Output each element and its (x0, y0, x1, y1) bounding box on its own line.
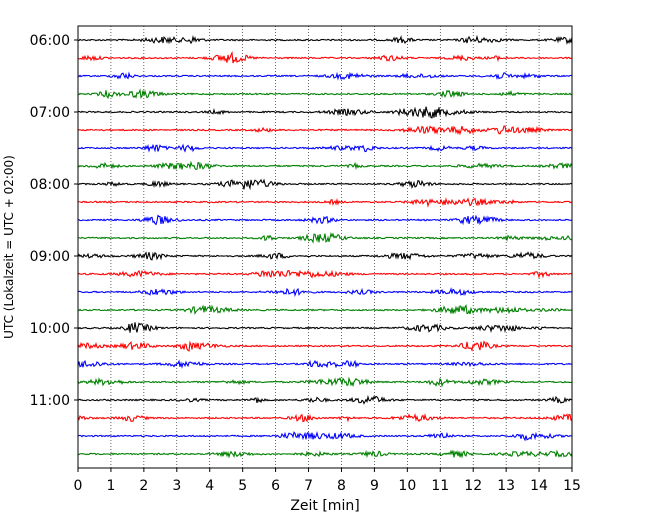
y-tick-label: 06:00 (30, 33, 70, 49)
x-tick-label: 5 (238, 478, 247, 494)
trace-0715 (77, 125, 573, 136)
x-tick-label: 3 (172, 478, 181, 494)
trace-1030 (77, 359, 573, 369)
trace-0730 (77, 143, 573, 153)
x-tick-label: 0 (74, 478, 83, 494)
trace-0800 (77, 178, 573, 191)
y-axis-label: UTC (Lokalzeit = UTC + 02:00) (2, 155, 16, 339)
trace-0630 (77, 71, 573, 81)
y-tick-label: 09:00 (30, 249, 70, 265)
trace-0930 (77, 287, 573, 298)
x-tick-label: 1 (106, 478, 115, 494)
x-tick-label: 9 (370, 478, 379, 494)
y-tick-label: 10:00 (30, 321, 70, 337)
trace-1145 (77, 449, 573, 459)
x-axis-ticks: 0 1 2 3 4 5 6 7 8 9 10 11 12 13 14 15 (74, 468, 581, 494)
trace-0745 (77, 160, 573, 171)
trace-1100 (77, 394, 573, 405)
x-tick-label: 10 (398, 478, 416, 494)
trace-0700 (77, 106, 573, 119)
trace-1045 (77, 376, 573, 388)
x-tick-label: 11 (431, 478, 449, 494)
y-tick-label: 07:00 (30, 105, 70, 121)
trace-0915 (77, 269, 573, 279)
trace-0645 (77, 88, 573, 99)
trace-1015 (77, 340, 573, 352)
x-tick-label: 2 (139, 478, 148, 494)
x-tick-label: 12 (464, 478, 482, 494)
trace-0845 (77, 232, 573, 244)
x-tick-label: 15 (563, 478, 581, 494)
y-tick-label: 08:00 (30, 177, 70, 193)
y-axis-ticks: 06:00 07:00 08:00 09:00 10:00 11:00 (30, 33, 78, 409)
trace-1000 (77, 322, 573, 334)
x-tick-label: 7 (304, 478, 313, 494)
x-tick-label: 4 (205, 478, 214, 494)
x-tick-label: 14 (530, 478, 548, 494)
x-axis-label: Zeit [min] (290, 498, 359, 514)
trace-0945 (77, 304, 573, 316)
y-tick-label: 11:00 (30, 393, 70, 409)
trace-0615 (77, 50, 573, 64)
plot-frame (77, 25, 573, 469)
trace-0815 (77, 197, 573, 208)
x-tick-label: 6 (271, 478, 280, 494)
seismogram-traces (77, 34, 573, 459)
x-tick-label: 13 (497, 478, 515, 494)
trace-0900 (77, 251, 573, 261)
trace-0600 (77, 34, 573, 45)
x-tick-label: 8 (337, 478, 346, 494)
trace-1130 (77, 431, 573, 442)
trace-1115 (77, 413, 573, 423)
trace-0830 (77, 214, 573, 226)
